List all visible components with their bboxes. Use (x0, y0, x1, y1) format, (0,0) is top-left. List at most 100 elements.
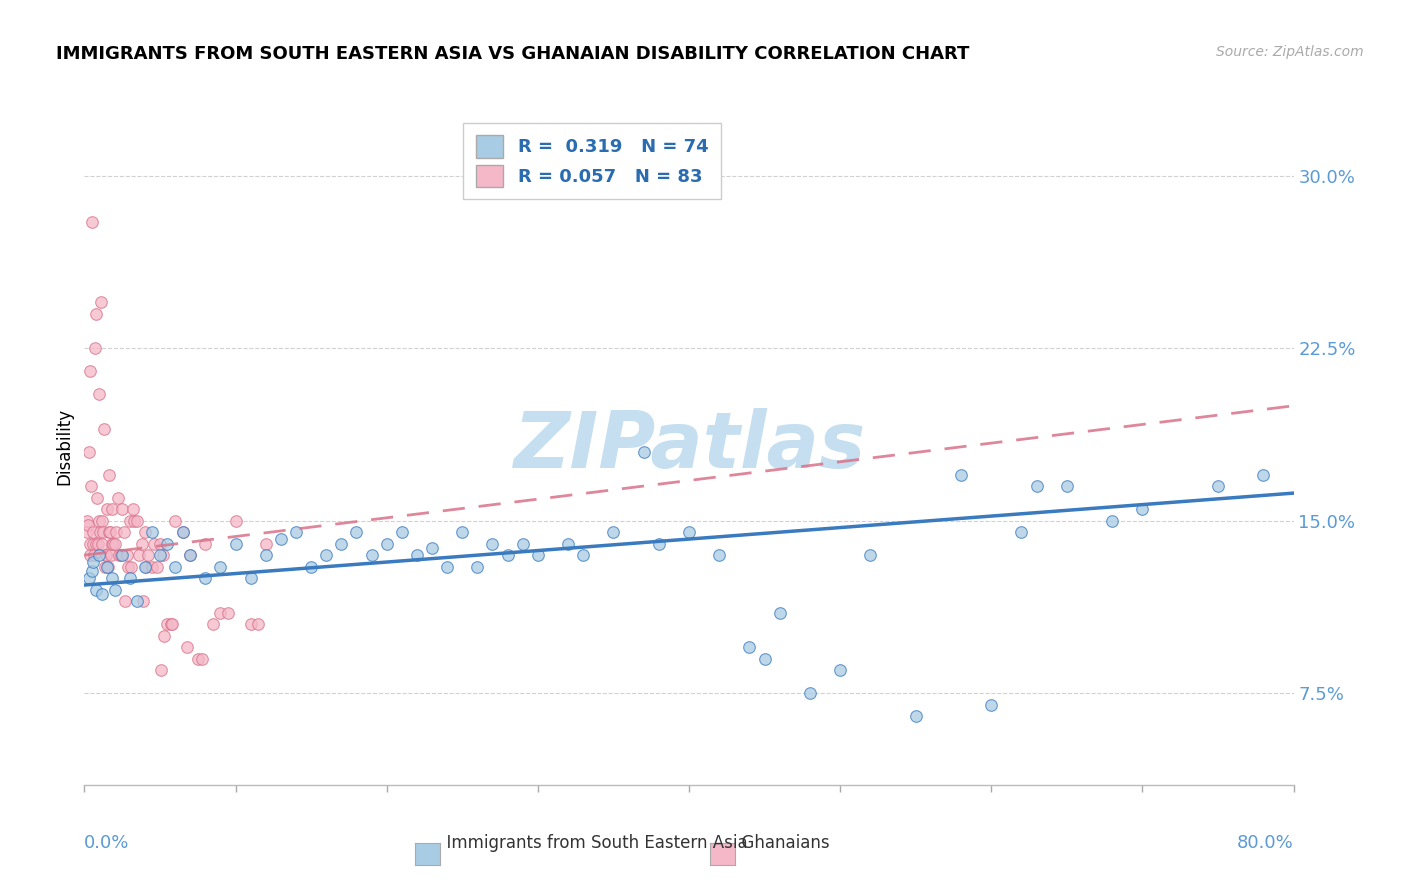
Point (121, 502, 143, 516)
Text: Source: ZipAtlas.com: Source: ZipAtlas.com (1216, 45, 1364, 59)
Point (315, 548, 337, 562)
Point (94, 548, 117, 562)
Point (165, 559, 187, 574)
Point (84, 536, 107, 550)
Point (194, 571, 217, 585)
Point (254, 548, 277, 562)
Point (1056, 479, 1078, 493)
Point (112, 525, 135, 540)
Point (633, 444, 655, 458)
Point (150, 663, 173, 677)
Point (159, 617, 181, 632)
Point (754, 651, 776, 665)
Point (94, 559, 117, 574)
Point (122, 514, 145, 528)
Point (89, 525, 111, 540)
Point (77, 444, 100, 458)
Point (114, 594, 136, 608)
Point (91, 525, 114, 540)
Point (86, 491, 108, 505)
Point (107, 491, 129, 505)
Point (1253, 467, 1275, 482)
Point (80, 564, 103, 578)
Point (100, 548, 122, 562)
Point (118, 514, 141, 528)
Point (77, 518, 100, 533)
Point (738, 640, 761, 654)
Point (76, 525, 98, 540)
Point (142, 536, 165, 550)
Point (239, 571, 262, 585)
Point (115, 548, 138, 562)
Point (100, 502, 122, 516)
Point (76, 514, 98, 528)
Point (101, 536, 124, 550)
Point (82, 555, 104, 569)
Point (330, 536, 353, 550)
Point (557, 536, 579, 550)
Text: Ghanaians: Ghanaians (731, 834, 830, 852)
Point (82, 525, 104, 540)
Point (467, 559, 489, 574)
Point (187, 651, 209, 665)
Point (648, 536, 671, 550)
Point (225, 536, 247, 550)
Point (91, 536, 114, 550)
Point (134, 559, 156, 574)
Point (172, 525, 194, 540)
Point (420, 541, 443, 556)
Point (96, 559, 118, 574)
Point (950, 467, 973, 482)
Point (136, 548, 159, 562)
Point (98, 525, 121, 540)
Point (239, 617, 262, 632)
Point (80, 215, 103, 229)
Point (80, 479, 103, 493)
Point (84, 342, 107, 356)
Point (146, 559, 169, 574)
Point (105, 525, 128, 540)
Point (1132, 502, 1154, 516)
Point (451, 525, 474, 540)
Point (90, 295, 112, 310)
Point (141, 525, 163, 540)
Point (375, 536, 398, 550)
Point (77, 571, 100, 585)
Point (270, 532, 292, 546)
Point (83, 548, 105, 562)
Point (346, 525, 368, 540)
Point (79, 548, 101, 562)
Point (830, 663, 852, 677)
Point (201, 617, 224, 632)
Point (209, 559, 232, 574)
Point (1101, 514, 1123, 528)
Text: 80.0%: 80.0% (1237, 834, 1294, 852)
Point (194, 536, 217, 550)
Point (96, 502, 118, 516)
Point (156, 617, 179, 632)
Point (209, 606, 232, 620)
Point (179, 548, 201, 562)
Text: ZIPatlas: ZIPatlas (513, 408, 865, 484)
Point (149, 536, 172, 550)
Point (118, 571, 141, 585)
Point (156, 536, 179, 550)
Point (111, 548, 134, 562)
Point (79, 364, 101, 378)
Point (299, 559, 322, 574)
Point (799, 686, 821, 700)
Point (436, 559, 458, 574)
Point (1011, 525, 1033, 540)
Point (110, 548, 132, 562)
Point (120, 559, 142, 574)
Point (512, 536, 534, 550)
Point (160, 617, 183, 632)
Point (127, 514, 149, 528)
Point (391, 525, 413, 540)
Point (101, 536, 124, 550)
Point (406, 548, 429, 562)
Point (104, 582, 127, 597)
Point (128, 548, 150, 562)
Point (769, 606, 792, 620)
Point (97, 467, 120, 482)
